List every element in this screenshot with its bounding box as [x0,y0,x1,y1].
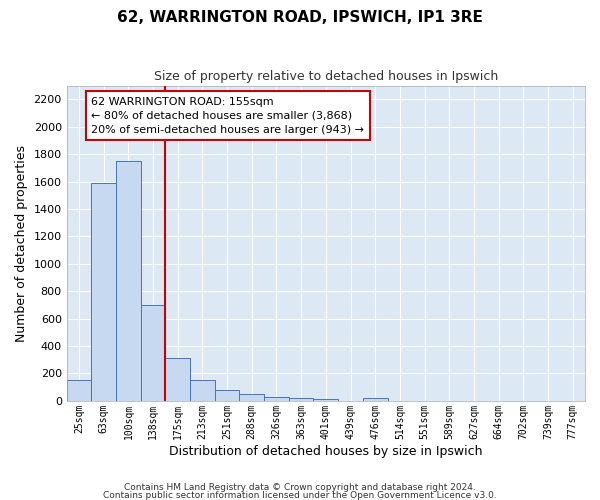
Bar [141,305,166,401]
Bar [289,398,313,401]
Text: Contains public sector information licensed under the Open Government Licence v3: Contains public sector information licen… [103,490,497,500]
Bar [166,358,190,401]
Bar [215,390,239,401]
Bar [190,380,215,401]
Bar [239,394,264,401]
Title: Size of property relative to detached houses in Ipswich: Size of property relative to detached ho… [154,70,498,83]
Bar [264,398,289,401]
Bar [67,380,91,401]
X-axis label: Distribution of detached houses by size in Ipswich: Distribution of detached houses by size … [169,444,482,458]
Bar [116,161,141,401]
Text: 62 WARRINGTON ROAD: 155sqm
← 80% of detached houses are smaller (3,868)
20% of s: 62 WARRINGTON ROAD: 155sqm ← 80% of deta… [91,96,364,134]
Bar [363,398,388,401]
Y-axis label: Number of detached properties: Number of detached properties [15,144,28,342]
Text: Contains HM Land Registry data © Crown copyright and database right 2024.: Contains HM Land Registry data © Crown c… [124,484,476,492]
Bar [313,399,338,401]
Bar [91,183,116,401]
Text: 62, WARRINGTON ROAD, IPSWICH, IP1 3RE: 62, WARRINGTON ROAD, IPSWICH, IP1 3RE [117,10,483,25]
